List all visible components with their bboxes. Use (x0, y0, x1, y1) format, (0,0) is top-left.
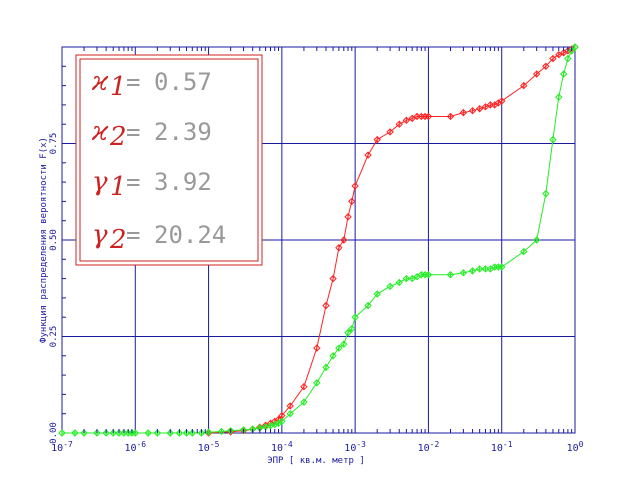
x-tick-label: 10-1 (491, 440, 513, 454)
data-point (549, 54, 557, 63)
data-point (564, 54, 572, 63)
parameter-row: γ 1 = 3.92 (92, 167, 212, 202)
parameter-equals: = (126, 168, 140, 196)
parameter-row: γ 2 = 20.24 (92, 220, 226, 255)
parameter-name: ϰ (91, 67, 109, 97)
parameter-equals: = (126, 68, 140, 96)
y-tick-label: 0.50 (49, 229, 59, 251)
parameter-subscript: 1 (110, 172, 127, 202)
parameter-subscript: 2 (109, 122, 127, 152)
x-tick-label: 10-6 (124, 440, 146, 454)
parameters-list: ϰ 1 = 0.57ϰ 2 = 2.39γ 1 = 3.92γ 2 = 20.24 (91, 67, 226, 255)
parameter-equals: = (126, 221, 140, 249)
y-tick-label: 0.25 (49, 326, 59, 348)
x-tick-label: 10-2 (418, 440, 440, 454)
x-tick-label: 10-5 (198, 440, 220, 454)
x-tick-label: 10-3 (344, 440, 366, 454)
parameters-box-outer (75, 54, 263, 266)
parameter-row: ϰ 1 = 0.57 (91, 67, 212, 102)
y-axis-ticks: 0.00 0.25 0.50 0.75 (49, 65, 66, 444)
parameter-value: 2.39 (154, 118, 212, 146)
parameter-row: ϰ 2 = 2.39 (91, 117, 212, 152)
parameters-box-inner (79, 58, 259, 262)
parameter-value: 20.24 (154, 221, 226, 249)
parameter-name: γ (92, 167, 108, 197)
parameter-name: γ (92, 220, 108, 250)
x-tick-label: 100 (567, 440, 584, 454)
y-tick-label: 0.00 (49, 422, 59, 444)
parameter-subscript: 1 (110, 72, 127, 102)
parameter-value: 0.57 (154, 68, 212, 96)
x-axis-label: ЭПР [ кв.м. метр ] (267, 456, 365, 466)
parameter-name: ϰ (91, 117, 109, 147)
x-tick-label: 10-4 (271, 440, 293, 454)
series-line (208, 46, 576, 434)
parameters-box: ϰ 1 = 0.57ϰ 2 = 2.39γ 1 = 3.92γ 2 = 20.24 (75, 54, 263, 266)
series-2 (58, 43, 579, 437)
y-tick-label: 0.75 (49, 133, 59, 155)
parameter-value: 3.92 (154, 168, 212, 196)
parameter-equals: = (126, 118, 140, 146)
parameter-subscript: 2 (109, 225, 127, 255)
y-axis-label: Функция распределения вероятности F(x) (39, 137, 49, 343)
